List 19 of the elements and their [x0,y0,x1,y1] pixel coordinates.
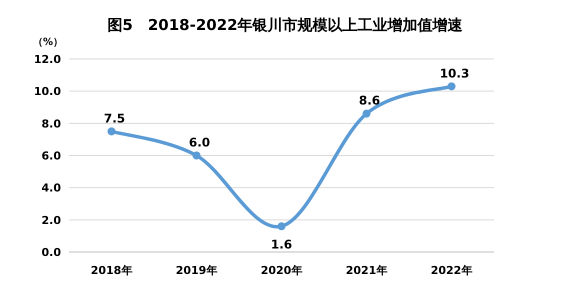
y-tick-label: 0.0 [42,246,62,259]
y-tick-label: 8.0 [42,117,62,130]
data-label: 10.3 [440,66,470,80]
y-tick-label: 4.0 [42,182,62,195]
x-tick-label: 2022年 [430,264,472,277]
data-label: 7.5 [104,111,126,126]
y-tick-label: 10.0 [34,85,62,98]
data-label: 8.6 [358,94,380,108]
x-tick-label: 2020年 [260,264,302,277]
y-tick-label: 6.0 [42,150,62,162]
data-label: 6.0 [188,136,210,150]
x-tick-label: 2019年 [176,264,218,277]
x-tick-label: 2018年 [90,264,132,277]
y-tick-label: 2.0 [42,214,62,227]
chart-title: 图5 2018-2022年银川市规模以上工业增加值增速 [107,16,464,34]
x-tick-label: 2021年 [346,264,388,277]
y-axis-title: （%） [32,37,64,48]
y-tick-label: 12.0 [34,53,62,66]
data-label: 1.6 [270,237,292,252]
